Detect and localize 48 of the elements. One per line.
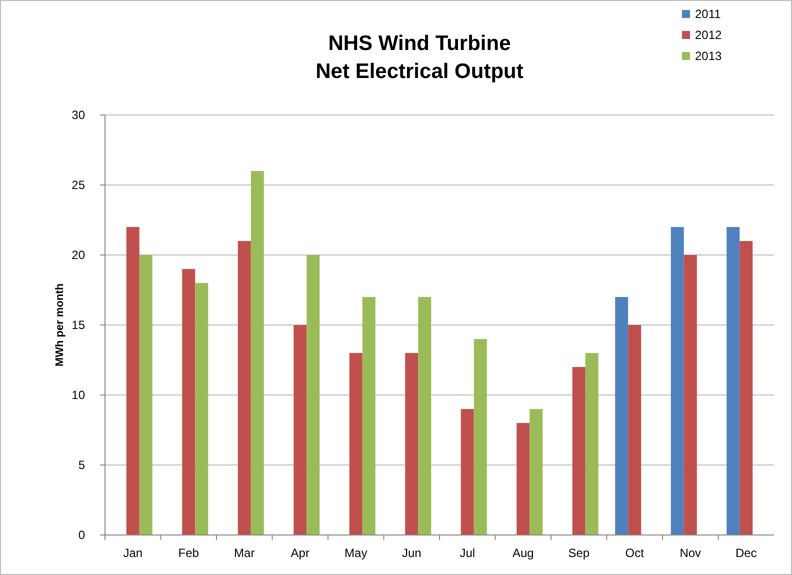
y-axis-title: MWh per month (54, 283, 66, 367)
y-tick-label: 25 (72, 178, 86, 192)
bar (615, 297, 628, 535)
bar (195, 283, 208, 535)
x-tick-label: Feb (178, 546, 200, 560)
y-tick-label: 15 (72, 318, 86, 332)
bar (474, 339, 487, 535)
y-tick-label: 20 (72, 248, 86, 262)
bar (182, 269, 196, 535)
x-tick-label: Jan (123, 546, 143, 560)
legend-label: 2013 (695, 49, 722, 63)
x-tick-label: Mar (234, 546, 255, 560)
bar (684, 255, 697, 535)
bar (516, 423, 530, 535)
bar (139, 255, 152, 535)
bar (628, 325, 642, 535)
bar (740, 241, 753, 535)
bar (585, 353, 598, 535)
bar (726, 227, 740, 535)
chart-title: NHS Wind Turbine Net Electrical Output (316, 32, 524, 83)
y-tick-label: 30 (72, 108, 86, 122)
x-tick-label: Nov (680, 546, 702, 560)
bar (306, 255, 320, 535)
x-tick-label: Jun (402, 546, 422, 560)
x-tick-label: Jul (460, 546, 476, 560)
bar (349, 353, 362, 535)
x-tick-label: Apr (290, 546, 310, 560)
y-tick-label: 5 (78, 458, 86, 472)
bar (362, 297, 376, 535)
bar (250, 171, 264, 535)
bar (418, 297, 432, 535)
x-tick-label: Sep (568, 546, 590, 560)
bar (670, 227, 684, 535)
bar (238, 241, 251, 535)
bar (572, 367, 586, 535)
bar (530, 409, 543, 535)
legend-label: 2011 (695, 7, 722, 21)
x-tick-label: Dec (735, 546, 757, 560)
bar (460, 409, 474, 535)
bar (405, 353, 418, 535)
x-tick-label: Aug (512, 546, 534, 560)
y-tick-label: 0 (78, 528, 86, 542)
legend-label: 2012 (695, 28, 722, 42)
bar (126, 227, 140, 535)
y-tick-label: 10 (72, 388, 86, 402)
bar (294, 325, 307, 535)
x-tick-label: May (344, 546, 368, 560)
x-tick-label: Oct (625, 546, 645, 560)
